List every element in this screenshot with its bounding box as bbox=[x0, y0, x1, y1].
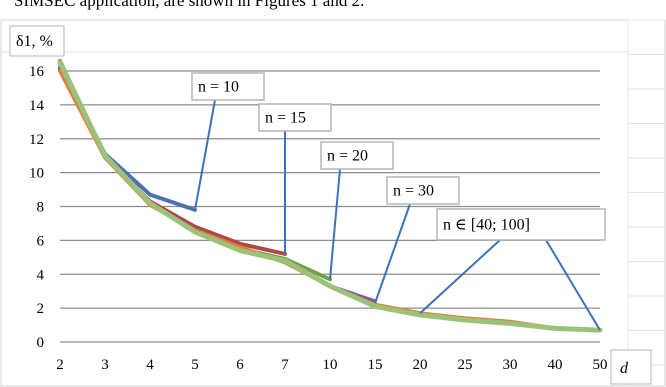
x-tick-label: 20 bbox=[413, 357, 428, 373]
x-tick-label: 30 bbox=[503, 357, 518, 373]
x-tick-label: 2 bbox=[56, 357, 64, 373]
callout-label: n = 30 bbox=[393, 183, 434, 200]
x-tick-label: 6 bbox=[236, 357, 244, 373]
chart-frame bbox=[0, 19, 666, 387]
ylabel-box bbox=[9, 25, 65, 57]
y-tick-label: 14 bbox=[29, 98, 45, 114]
x-tick-label: 10 bbox=[323, 357, 338, 373]
callout-label: n = 10 bbox=[198, 79, 239, 96]
caption-text: SIMSEC application, are shown in Figures… bbox=[14, 0, 365, 10]
callout-box bbox=[191, 72, 265, 101]
callout-pointer bbox=[419, 239, 501, 314]
x-tick-label: 40 bbox=[548, 357, 563, 373]
x-tick-label: 5 bbox=[191, 357, 199, 373]
y-tick-label: 6 bbox=[37, 233, 45, 249]
x-tick-label: 4 bbox=[146, 357, 154, 373]
y-tick-label: 8 bbox=[37, 200, 45, 216]
xlabel-box bbox=[610, 349, 652, 385]
callout-label: n = 20 bbox=[327, 148, 368, 165]
series-line-6 bbox=[57, 60, 603, 333]
y-tick-label: 12 bbox=[29, 132, 44, 148]
callout-pointer bbox=[545, 239, 601, 331]
y-tick-label: 4 bbox=[37, 267, 45, 283]
y-tick-label: 0 bbox=[37, 335, 45, 351]
x-tick-label: 15 bbox=[368, 357, 383, 373]
y-tick-label: 2 bbox=[37, 301, 45, 317]
y-tick-label: 10 bbox=[29, 166, 44, 182]
callout-label: n = 15 bbox=[265, 110, 306, 127]
x-tick-label: 50 bbox=[593, 357, 608, 373]
x-tick-label: 3 bbox=[101, 357, 109, 373]
callout-box bbox=[436, 208, 606, 241]
callout-box bbox=[386, 176, 460, 205]
callout-box bbox=[258, 103, 332, 132]
x-tick-label: 7 bbox=[281, 357, 289, 373]
callout-box bbox=[320, 141, 394, 170]
callout-pointer bbox=[194, 99, 216, 211]
y-axis-label: δ1, % bbox=[16, 33, 53, 50]
x-axis-label: d bbox=[620, 360, 629, 377]
x-tick-label: 25 bbox=[458, 357, 473, 373]
y-tick-label: 16 bbox=[29, 64, 45, 80]
callout-pointer bbox=[374, 203, 411, 304]
callout-pointer bbox=[329, 168, 341, 280]
callout-label: n ∈ [40; 100] bbox=[443, 217, 530, 234]
